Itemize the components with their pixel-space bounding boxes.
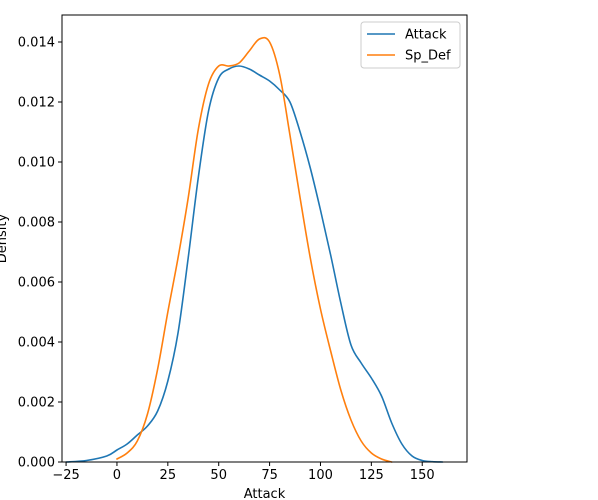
x-tick-label: 0 [113,468,121,483]
x-tick-label: 125 [359,468,384,483]
x-tick-label: 75 [261,468,278,483]
x-tick-label: 100 [308,468,333,483]
x-tick-label: 25 [160,468,177,483]
plot-frame [61,14,468,463]
y-tick-label: 0.000 [18,456,55,471]
y-axis: 0.000 0.002 0.004 0.006 0.008 0.010 0.012 0.014 [18,36,62,471]
y-tick-label: 0.004 [18,336,55,351]
y-axis-label: Density [0,213,10,263]
y-tick-label: 0.014 [18,36,55,51]
legend-label: Sp_Def [405,49,451,64]
y-tick-label: 0.006 [18,276,55,291]
y-tick-label: 0.012 [18,96,55,111]
x-tick-label: 50 [210,468,227,483]
x-axis: −25 0 25 50 75 100 125 150 [52,462,435,483]
x-axis-label: Attack [244,487,286,500]
x-tick-label: 150 [410,468,435,483]
y-tick-label: 0.008 [18,216,55,231]
y-tick-label: 0.002 [18,396,55,411]
legend: Attack Sp_Def [360,21,461,69]
series-line-attack [65,65,444,463]
legend-label: Attack [405,28,447,43]
series-line-sp-def [116,36,393,463]
plot-area [65,36,444,463]
y-tick-label: 0.010 [18,156,55,171]
x-tick-label: −25 [52,468,79,483]
